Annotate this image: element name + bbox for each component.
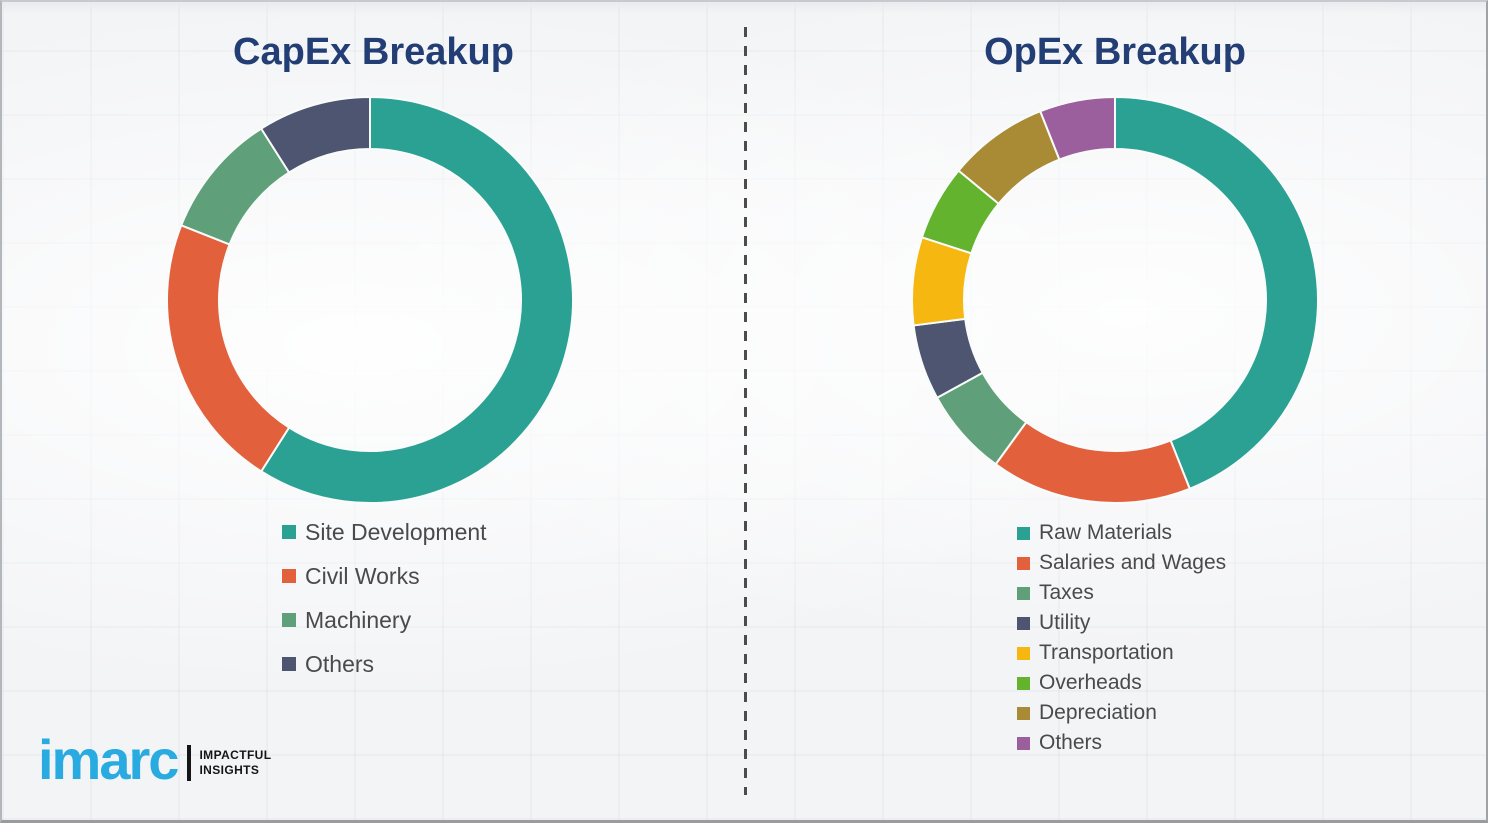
- capex-legend: Site Development Civil Works Machinery Othe…: [282, 510, 487, 686]
- legend-item: Site Development: [282, 510, 487, 554]
- donut-segment: [994, 420, 1192, 504]
- legend-label: Others: [305, 650, 375, 677]
- logo-tagline-line2: INSIGHTS: [199, 763, 260, 777]
- legend-swatch: [1017, 646, 1030, 660]
- opex-title: OpEx Breakup: [984, 31, 1246, 73]
- legend-swatch: [1017, 526, 1030, 540]
- legend-item: Salaries and Wages: [1017, 548, 1226, 578]
- legend-item: Overheads: [1017, 668, 1226, 698]
- legend-swatch: [282, 525, 296, 539]
- legend-item: Taxes: [1017, 578, 1226, 608]
- legend-swatch: [1017, 586, 1030, 600]
- legend-item: Others: [1017, 728, 1226, 758]
- donut-segment: [1038, 95, 1116, 161]
- legend-label: Others: [1039, 731, 1103, 754]
- imarc-logo-wordmark: imarc: [38, 728, 179, 791]
- logo-tagline-line1: IMPACTFUL: [199, 748, 272, 762]
- legend-label: Civil Works: [305, 562, 420, 589]
- legend-label: Site Development: [305, 518, 487, 545]
- legend-swatch: [1017, 556, 1030, 570]
- legend-label: Machinery: [305, 606, 412, 633]
- legend-item: Depreciation: [1017, 698, 1226, 728]
- legend-swatch: [1017, 706, 1030, 720]
- donut-segment: [1114, 95, 1319, 491]
- dashed-divider: [744, 27, 747, 795]
- legend-label: Overheads: [1039, 671, 1142, 694]
- legend-label: Salaries and Wages: [1039, 551, 1227, 574]
- legend-swatch: [1017, 616, 1030, 630]
- legend-swatch: [1017, 736, 1030, 750]
- legend-label: Raw Materials: [1039, 521, 1173, 544]
- legend-swatch: [282, 569, 296, 583]
- donut-segment: [166, 223, 291, 473]
- legend-label: Taxes: [1039, 581, 1094, 604]
- legend-swatch: [282, 613, 296, 627]
- logo-tagline: IMPACTFUL INSIGHTS: [199, 748, 271, 778]
- opex-donut-chart: [911, 95, 1319, 504]
- legend-label: Utility: [1039, 611, 1091, 634]
- logo-divider-bar: [187, 745, 192, 781]
- imarc-logo: imarc IMPACTFUL INSIGHTS: [38, 732, 271, 788]
- capex-title: CapEx Breakup: [233, 31, 514, 73]
- donut-segment: [259, 95, 371, 174]
- opex-legend: Raw Materials Salaries and Wages Taxes Util…: [1017, 518, 1226, 758]
- legend-item: Civil Works: [282, 554, 487, 598]
- legend-swatch: [282, 657, 296, 671]
- legend-label: Transportation: [1039, 641, 1174, 664]
- legend-item: Transportation: [1017, 638, 1226, 668]
- legend-item: Others: [282, 642, 487, 686]
- legend-item: Raw Materials: [1017, 518, 1226, 548]
- donut-segment: [259, 95, 574, 504]
- legend-item: Utility: [1017, 608, 1226, 638]
- capex-donut-chart: [166, 95, 574, 504]
- legend-label: Depreciation: [1039, 701, 1157, 724]
- legend-item: Machinery: [282, 598, 487, 642]
- legend-swatch: [1017, 676, 1030, 690]
